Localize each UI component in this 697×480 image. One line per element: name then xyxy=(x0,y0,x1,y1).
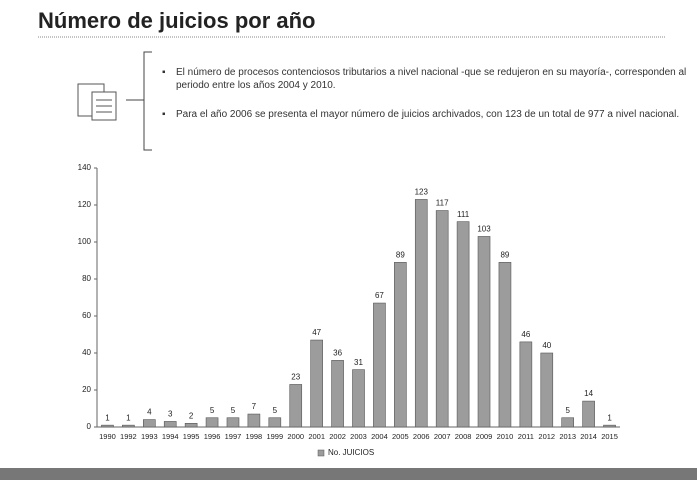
doc-icon xyxy=(77,83,117,121)
value-label: 89 xyxy=(396,250,405,259)
y-tick-label: 20 xyxy=(82,385,91,394)
bar xyxy=(435,210,449,428)
value-label: 23 xyxy=(291,373,300,382)
x-tick-label: 2007 xyxy=(434,432,451,441)
value-label: 1 xyxy=(105,413,110,422)
value-label: 1 xyxy=(126,413,131,422)
x-tick-label: 1999 xyxy=(266,432,283,441)
y-tick-label: 40 xyxy=(82,348,91,357)
x-tick-label: 1993 xyxy=(141,432,158,441)
x-tick-label: 2009 xyxy=(476,432,493,441)
value-label: 89 xyxy=(500,250,509,259)
value-label: 103 xyxy=(477,225,491,234)
bar xyxy=(226,417,240,428)
y-tick-label: 120 xyxy=(78,200,92,209)
x-tick-label: 1997 xyxy=(225,432,242,441)
value-label: 5 xyxy=(273,406,278,415)
value-label: 36 xyxy=(333,349,342,358)
bar xyxy=(603,424,616,428)
y-tick-label: 0 xyxy=(87,422,92,431)
bar xyxy=(247,413,261,428)
legend-swatch xyxy=(317,449,325,457)
y-tick-label: 60 xyxy=(82,311,91,320)
value-label: 5 xyxy=(565,406,570,415)
bar xyxy=(289,384,303,428)
value-label: 67 xyxy=(375,291,384,300)
value-label: 31 xyxy=(354,358,363,367)
value-label: 4 xyxy=(147,408,152,417)
bar xyxy=(373,302,386,428)
bar xyxy=(122,424,135,428)
bar xyxy=(352,369,365,428)
bar xyxy=(331,360,344,428)
x-tick-label: 1995 xyxy=(183,432,200,441)
x-tick-label: 2002 xyxy=(329,432,346,441)
value-label: 111 xyxy=(457,210,470,219)
x-tick-label: 2004 xyxy=(371,432,388,441)
x-tick-label: 2014 xyxy=(580,432,597,441)
x-tick-label: 2003 xyxy=(350,432,367,441)
value-label: 2 xyxy=(189,411,194,420)
value-label: 40 xyxy=(542,341,551,350)
value-label: 14 xyxy=(584,389,593,398)
value-label: 47 xyxy=(312,328,321,337)
x-tick-label: 2015 xyxy=(601,432,618,441)
bar xyxy=(101,424,114,428)
x-tick-label: 2012 xyxy=(538,432,555,441)
value-label: 3 xyxy=(168,410,173,419)
bar xyxy=(414,199,428,428)
value-label: 117 xyxy=(436,199,449,208)
value-label: 5 xyxy=(210,406,215,415)
bullet: Para el año 2006 se presenta el mayor nú… xyxy=(162,108,691,121)
x-tick-label: 1992 xyxy=(120,432,137,441)
x-tick-label: 2008 xyxy=(455,432,472,441)
x-tick-label: 2010 xyxy=(497,432,514,441)
bar xyxy=(310,339,323,428)
legend-label: No. JUICIOS xyxy=(328,448,374,457)
x-tick-label: 2001 xyxy=(308,432,325,441)
value-label: 7 xyxy=(252,402,257,411)
bar xyxy=(456,221,470,428)
value-label: 1 xyxy=(607,413,612,422)
x-tick-label: 1990 xyxy=(99,432,116,441)
bar xyxy=(477,236,491,428)
x-tick-label: 2013 xyxy=(559,432,576,441)
value-label: 46 xyxy=(521,330,530,339)
bar xyxy=(163,421,177,428)
x-tick-label: 2011 xyxy=(518,432,534,441)
bar xyxy=(205,417,219,428)
value-label: 123 xyxy=(415,188,429,197)
bar xyxy=(540,352,554,428)
bar xyxy=(268,417,282,428)
bar xyxy=(184,422,198,428)
slide-title: Número de juicios por año xyxy=(38,8,316,33)
y-tick-label: 140 xyxy=(78,163,92,172)
x-tick-label: 1996 xyxy=(204,432,221,441)
x-tick-label: 2000 xyxy=(287,432,304,441)
x-tick-label: 1994 xyxy=(162,432,179,441)
bar xyxy=(498,262,512,428)
bar xyxy=(394,262,407,428)
x-tick-label: 2006 xyxy=(413,432,430,441)
footer-band xyxy=(0,468,697,480)
bar xyxy=(561,417,575,428)
value-label: 5 xyxy=(231,406,236,415)
bar xyxy=(519,341,533,428)
y-tick-label: 80 xyxy=(82,274,91,283)
bar xyxy=(143,419,156,428)
x-tick-label: 1998 xyxy=(246,432,263,441)
bar xyxy=(582,400,595,428)
y-tick-label: 100 xyxy=(78,237,92,246)
bracket xyxy=(126,51,152,151)
bullet: El número de procesos contenciosos tribu… xyxy=(162,66,691,92)
x-tick-label: 2005 xyxy=(392,432,409,441)
